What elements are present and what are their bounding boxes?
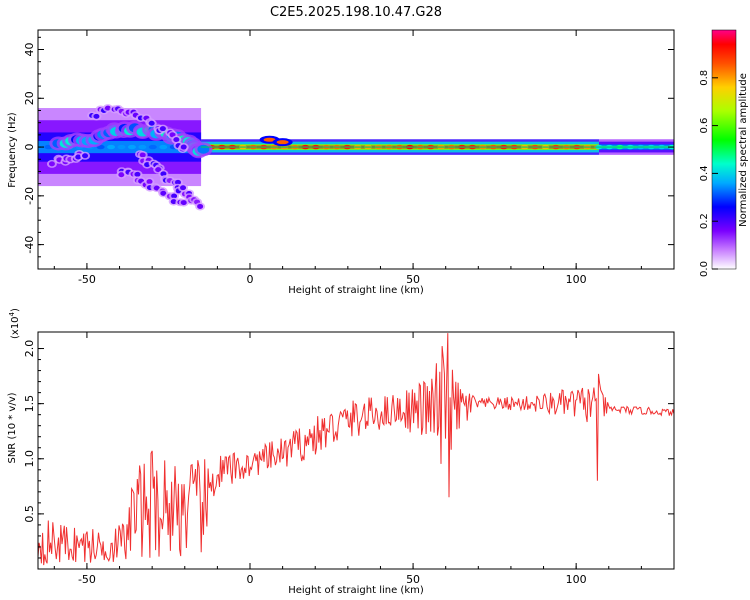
snr-x-label: Height of straight line (km)	[288, 585, 424, 596]
snr-panel: -50 0 50 100 0.5 1.0 1.5 2.0 Height of straigh…	[7, 308, 675, 596]
ridge-bump-core	[276, 140, 289, 145]
x-tick-label: 0	[247, 273, 254, 286]
snr-y-multiplier-close: )	[10, 308, 21, 312]
track-point-4	[82, 153, 89, 159]
track-point-2	[171, 193, 178, 199]
snr-x-ticks: -50 0 50 100	[53, 332, 675, 586]
y-tick-label: 1.5	[23, 395, 36, 413]
ridge-bump-core	[263, 137, 276, 142]
x-tick-label: 100	[566, 573, 587, 586]
snr-y-label: SNR (10 * v/v)	[7, 392, 18, 463]
ridge-bead	[159, 144, 168, 150]
track-point-4	[48, 161, 55, 167]
track-point-1	[93, 113, 100, 119]
x-tick-label: 50	[406, 573, 420, 586]
snr-y-multiplier-base: (x10	[10, 316, 21, 339]
x-tick-label: 0	[247, 573, 254, 586]
y-tick-label: 2.0	[23, 340, 36, 358]
y-tick-label: 1.0	[23, 450, 36, 468]
spectrogram-x-ticks: -50 0 50 100	[53, 30, 675, 286]
snr-y-multiplier-exp: 4	[8, 311, 16, 316]
colorbar-label: Normalized spectral amplitude	[738, 73, 749, 227]
track-point-2	[170, 199, 177, 205]
track-point-1	[180, 144, 187, 150]
track-point-0	[197, 144, 210, 154]
track-point-3	[160, 171, 167, 177]
track-point-3	[139, 152, 146, 158]
colorbar-tick-label: 0.6	[699, 118, 710, 134]
track-point-3	[144, 162, 151, 168]
track-point-1	[159, 126, 166, 132]
colorbar-tick-label: 0.4	[699, 165, 710, 181]
track-point-3	[180, 185, 187, 191]
colorbar-tick-label: 0.2	[699, 213, 710, 229]
colorbar: 0.0 0.2 0.4 0.6 0.8 Normalized spectral ampl…	[699, 29, 749, 277]
y-tick-label: 0	[23, 144, 36, 151]
ridge-bead	[127, 144, 136, 150]
track-point-3	[155, 167, 162, 173]
y-tick-label: -40	[23, 236, 36, 254]
track-point-1	[148, 120, 155, 126]
ridge-bead	[107, 144, 116, 150]
y-tick-label: 40	[23, 43, 36, 57]
snr-frame	[37, 331, 675, 570]
track-point-2	[134, 171, 141, 177]
figure-title: C2E5.2025.198.10.47.G28	[270, 5, 442, 20]
track-point-2	[160, 190, 167, 196]
colorbar-ticks: 0.0 0.2 0.4 0.6 0.8	[699, 70, 718, 277]
x-tick-label: -50	[78, 573, 96, 586]
x-tick-label: 50	[406, 273, 420, 286]
track-point-1	[104, 105, 111, 111]
track-point-3	[174, 179, 181, 185]
spectrogram-x-label: Height of straight line (km)	[288, 285, 424, 296]
track-point-2	[118, 172, 125, 178]
x-tick-label: 100	[566, 273, 587, 286]
track-point-3	[197, 203, 204, 209]
track-point-2	[146, 179, 153, 185]
y-tick-label: -20	[23, 187, 36, 205]
colorbar-tick-label: 0.0	[699, 261, 710, 277]
track-point-1	[173, 137, 180, 143]
svg-text:(x104): (x104)	[8, 308, 21, 339]
spectrogram-panel: -50 0 50 100 -40 -20 0 20 40 Height of straight…	[7, 29, 675, 296]
y-tick-label: 0.5	[23, 505, 36, 523]
track-point-2	[180, 200, 187, 206]
y-tick-label: 20	[23, 91, 36, 105]
x-tick-label: -50	[78, 273, 96, 286]
snr-series-line	[38, 333, 674, 566]
spectrogram-frame	[37, 29, 675, 270]
snr-y-multiplier: (x104)	[8, 308, 21, 339]
ridge-bead	[138, 144, 147, 150]
snr-marks	[38, 333, 674, 566]
spectrogram-marks	[38, 104, 674, 211]
spectrogram-y-label: Frequency (Hz)	[7, 112, 18, 188]
ridge-bead	[117, 144, 126, 150]
spectrogram-y-ticks: -40 -20 0 20 40	[23, 36, 674, 270]
snr-y-ticks: 0.5 1.0 1.5 2.0	[23, 340, 674, 559]
colorbar-gradient	[711, 29, 737, 270]
ridge-bead	[148, 144, 157, 150]
colorbar-tick-label: 0.8	[699, 70, 710, 86]
track-point-4	[75, 154, 82, 160]
